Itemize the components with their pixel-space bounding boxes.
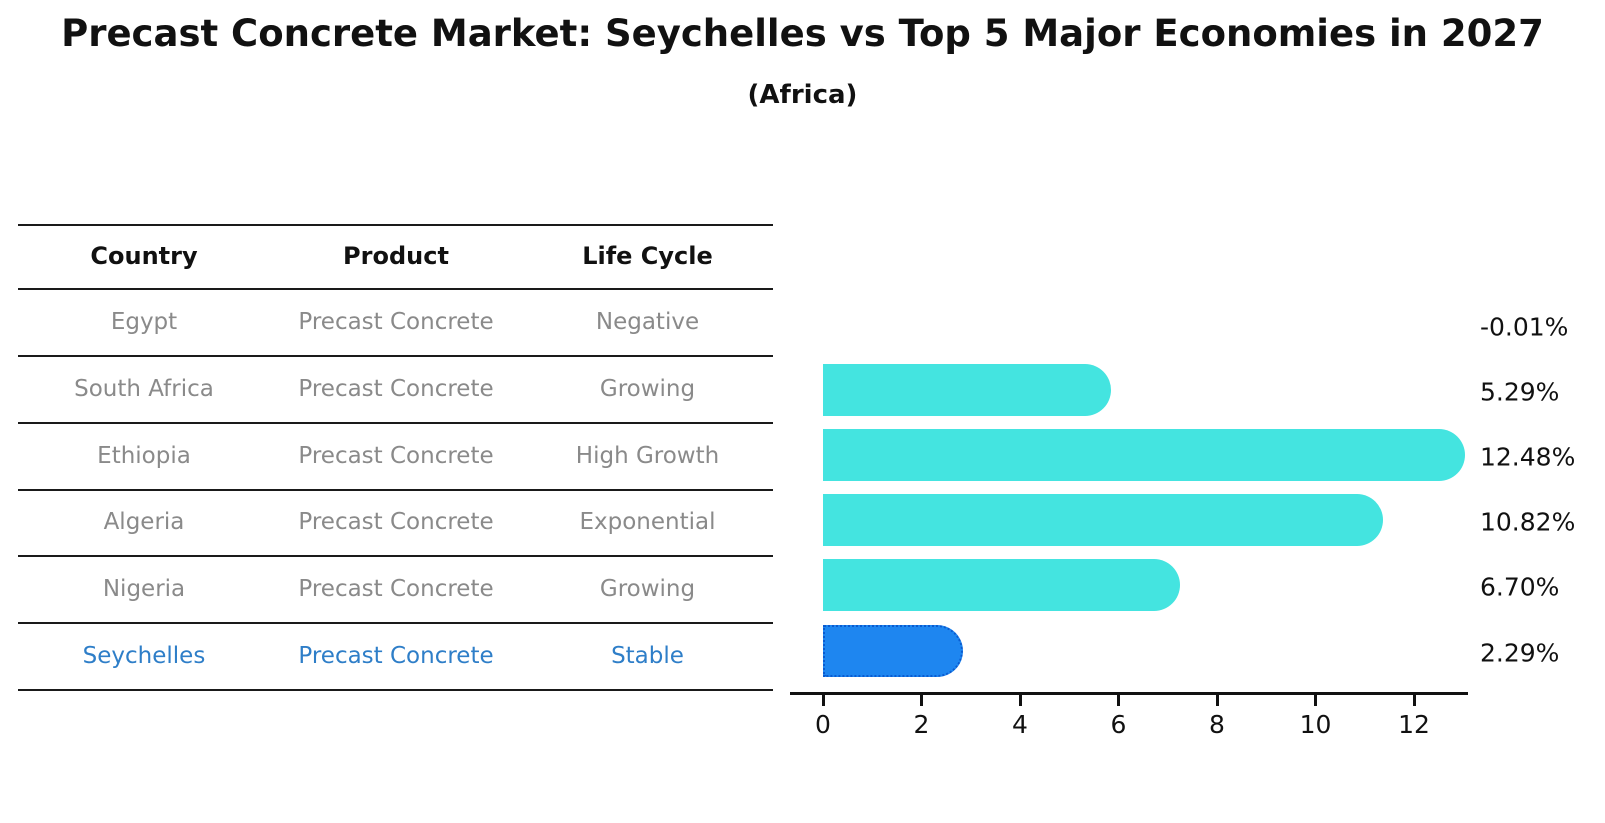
x-axis-tick-label-4: 4 bbox=[1012, 710, 1028, 739]
table-rule-6 bbox=[18, 622, 773, 624]
chart-title: Precast Concrete Market: Seychelles vs T… bbox=[61, 12, 1544, 55]
table-rule-2 bbox=[18, 355, 773, 357]
table-row-ethiopia: Ethiopia Precast Concrete High Growth bbox=[18, 422, 773, 489]
table-header-row: Country Product Life Cycle bbox=[18, 224, 773, 288]
product-cell: Precast Concrete bbox=[298, 575, 494, 602]
country-cell: Egypt bbox=[110, 308, 178, 335]
x-axis-tick-label-0: 0 bbox=[815, 710, 831, 739]
bar-seychelles bbox=[823, 625, 963, 677]
x-axis-tick-label-12: 12 bbox=[1398, 710, 1430, 739]
table-row-egypt: Egypt Precast Concrete Negative bbox=[18, 288, 773, 355]
x-axis-tick-2 bbox=[920, 695, 923, 706]
x-axis-tick-label-6: 6 bbox=[1110, 710, 1127, 739]
x-axis-tick-10 bbox=[1314, 695, 1317, 706]
x-axis-tick-0 bbox=[821, 695, 825, 706]
product-cell: Precast Concrete bbox=[298, 375, 494, 402]
life-cycle-cell: Growing bbox=[599, 575, 696, 602]
country-cell: Ethiopia bbox=[97, 442, 191, 469]
bar-nigeria bbox=[823, 559, 1180, 611]
value-label-nigeria: 6.70% bbox=[1480, 572, 1560, 602]
x-axis-tick-8 bbox=[1215, 695, 1219, 706]
x-axis-tick-label-10: 10 bbox=[1299, 710, 1332, 739]
country-cell: Nigeria bbox=[102, 575, 186, 602]
value-label-algeria: 10.82% bbox=[1480, 507, 1576, 537]
value-label-egypt: -0.01% bbox=[1480, 312, 1569, 342]
country-cell: Algeria bbox=[103, 509, 185, 535]
bar-ethiopia bbox=[823, 429, 1465, 481]
table-row-algeria: Algeria Precast Concrete Exponential bbox=[18, 489, 773, 555]
bar-south-africa bbox=[823, 364, 1111, 416]
life-cycle-cell: Exponential bbox=[579, 509, 716, 535]
life-cycle-cell: Negative bbox=[595, 308, 700, 335]
x-axis-tick-6 bbox=[1117, 695, 1120, 706]
table-rule-1 bbox=[18, 288, 773, 290]
country-cell: Seychelles bbox=[82, 642, 206, 669]
value-label-seychelles: 2.29% bbox=[1480, 638, 1560, 668]
x-axis-tick-4 bbox=[1018, 695, 1022, 706]
column-header-life-cycle: Life Cycle bbox=[582, 242, 713, 270]
x-axis-tick-label-2: 2 bbox=[913, 710, 930, 739]
table-row-seychelles: Seychelles Precast Concrete Stable bbox=[18, 622, 773, 689]
x-axis-tick-label-8: 8 bbox=[1209, 710, 1225, 739]
column-header-product: Product bbox=[343, 242, 449, 270]
product-cell: Precast Concrete bbox=[298, 642, 494, 669]
value-label-ethiopia: 12.48% bbox=[1480, 442, 1576, 472]
life-cycle-cell: Stable bbox=[611, 642, 684, 669]
product-cell: Precast Concrete bbox=[298, 308, 494, 335]
bar-algeria bbox=[823, 494, 1383, 546]
table-rule-5 bbox=[18, 555, 773, 557]
life-cycle-cell: Growing bbox=[599, 375, 696, 402]
x-axis-line bbox=[790, 692, 1468, 695]
table-rule-3 bbox=[18, 422, 773, 424]
product-cell: Precast Concrete bbox=[298, 442, 494, 469]
table-row-nigeria: Nigeria Precast Concrete Growing bbox=[18, 555, 773, 622]
product-cell: Precast Concrete bbox=[298, 509, 494, 535]
table-rule-4 bbox=[18, 489, 773, 491]
table-rule-0 bbox=[18, 224, 773, 226]
life-cycle-cell: High Growth bbox=[575, 442, 720, 469]
country-cell: South Africa bbox=[74, 375, 214, 402]
x-axis-tick-12 bbox=[1412, 695, 1416, 706]
column-header-country: Country bbox=[90, 242, 198, 270]
chart-subtitle: (Africa) bbox=[747, 80, 858, 110]
value-label-south-africa: 5.29% bbox=[1480, 377, 1560, 407]
table-rule-7 bbox=[18, 689, 773, 691]
table-row-south-africa: South Africa Precast Concrete Growing bbox=[18, 355, 773, 422]
